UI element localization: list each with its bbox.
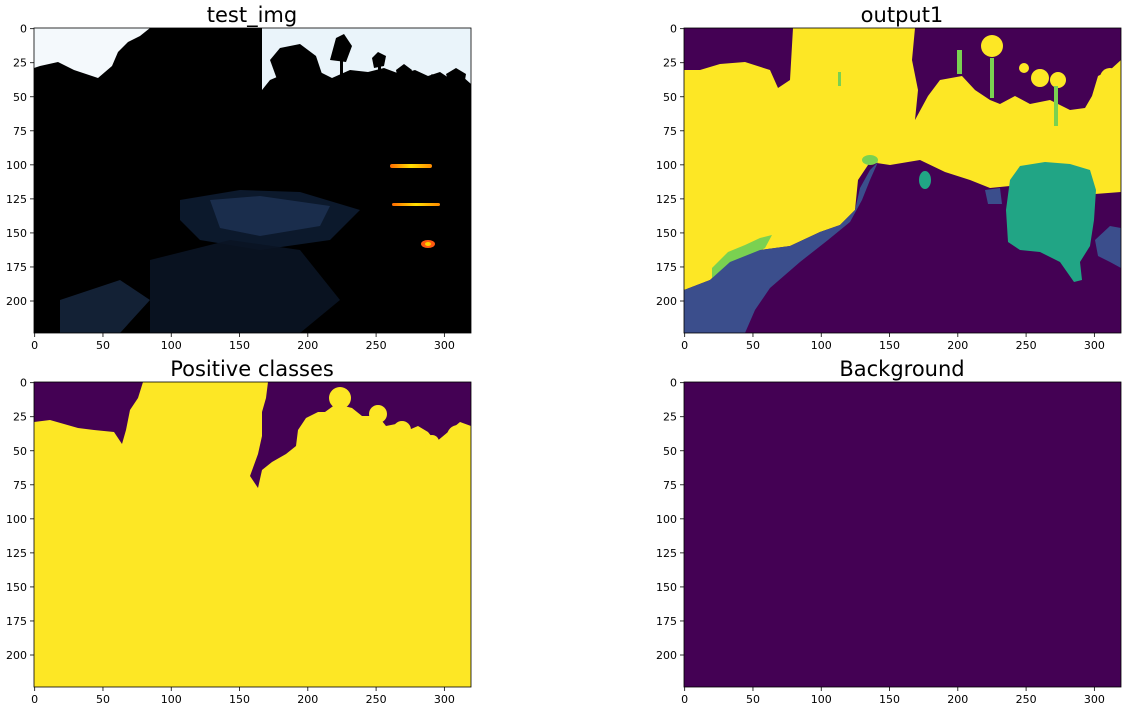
x-tick-label: 50: [96, 339, 110, 352]
panel-title: Positive classes: [170, 357, 334, 381]
y-tick-label: 25: [13, 411, 27, 424]
y-tick-label: 75: [663, 125, 677, 138]
x-tick-label: 250: [366, 339, 387, 352]
y-tick-label: 25: [663, 57, 677, 70]
y-tick-label: 75: [13, 479, 27, 492]
y-tick-label: 50: [13, 445, 27, 458]
y-tick-label: 0: [20, 23, 27, 36]
x-tick-label: 200: [947, 693, 968, 706]
axes-ticks: 0 50 100 150 200 250 300 0 25 50 75 100 125 150 175 200: [6, 377, 455, 706]
x-tick-label: 150: [229, 693, 250, 706]
panel-title: Background: [839, 357, 964, 381]
x-tick-label: 50: [746, 693, 760, 706]
panel-test-img: test_img: [6, 3, 472, 352]
x-tick-label: 0: [31, 693, 38, 706]
y-tick-label: 0: [20, 377, 27, 390]
y-tick-label: 125: [6, 193, 27, 206]
x-tick-label: 300: [434, 339, 455, 352]
y-tick-label: 75: [13, 125, 27, 138]
x-tick-label: 0: [681, 693, 688, 706]
y-tick-label: 25: [13, 57, 27, 70]
y-tick-label: 150: [656, 581, 677, 594]
y-tick-label: 175: [6, 261, 27, 274]
y-tick-label: 200: [656, 295, 677, 308]
x-tick-label: 300: [1084, 693, 1105, 706]
x-tick-label: 300: [1084, 339, 1105, 352]
x-tick-label: 150: [879, 339, 900, 352]
y-tick-label: 0: [670, 377, 677, 390]
panel-positive-classes: Positive classes 0 50 100 150 200 250 300 0 25 50…: [6, 357, 472, 706]
axes-ticks: 0 50 100 150 200 250 300 0 25 50 75 100 125 150 175 200: [656, 377, 1105, 706]
y-tick-label: 100: [6, 159, 27, 172]
x-tick-label: 50: [96, 693, 110, 706]
x-tick-label: 100: [161, 339, 182, 352]
image-test-img: [34, 28, 471, 333]
y-tick-label: 150: [6, 227, 27, 240]
image-positive-classes: [34, 382, 471, 687]
image-output1: [684, 28, 1121, 333]
y-tick-label: 175: [656, 261, 677, 274]
panel-title: output1: [861, 3, 944, 27]
y-tick-label: 100: [656, 159, 677, 172]
y-tick-label: 75: [663, 479, 677, 492]
x-tick-label: 0: [681, 339, 688, 352]
y-tick-label: 125: [656, 547, 677, 560]
axes-ticks: 0 50 100 150 200 250 300 0 25 50 75 100 125 150 175 200: [656, 23, 1105, 352]
x-tick-label: 150: [229, 339, 250, 352]
image-background: [684, 382, 1121, 687]
y-tick-label: 175: [6, 615, 27, 628]
y-tick-label: 125: [656, 193, 677, 206]
y-tick-label: 150: [6, 581, 27, 594]
y-tick-label: 50: [663, 445, 677, 458]
y-tick-label: 25: [663, 411, 677, 424]
x-tick-label: 200: [297, 339, 318, 352]
x-tick-label: 250: [1016, 693, 1037, 706]
panel-background: Background 0 50 100 150 200 250 300 0 25 50 75 100 1…: [656, 357, 1122, 706]
x-tick-label: 0: [31, 339, 38, 352]
y-tick-label: 100: [6, 513, 27, 526]
y-tick-label: 50: [663, 91, 677, 104]
x-tick-label: 100: [161, 693, 182, 706]
y-tick-label: 125: [6, 547, 27, 560]
x-tick-label: 250: [1016, 339, 1037, 352]
x-tick-label: 200: [947, 339, 968, 352]
y-tick-label: 200: [6, 649, 27, 662]
y-tick-label: 200: [656, 649, 677, 662]
y-tick-label: 175: [656, 615, 677, 628]
y-tick-label: 0: [670, 23, 677, 36]
x-tick-label: 300: [434, 693, 455, 706]
x-tick-label: 150: [879, 693, 900, 706]
axes-ticks: 0 50 100 150 200 250 300 0 25 50 75 100 125 150 175 200: [6, 23, 455, 352]
x-tick-label: 250: [366, 693, 387, 706]
x-tick-label: 50: [746, 339, 760, 352]
y-tick-label: 100: [656, 513, 677, 526]
x-tick-label: 100: [811, 339, 832, 352]
x-tick-label: 100: [811, 693, 832, 706]
y-tick-label: 200: [6, 295, 27, 308]
x-tick-label: 200: [297, 693, 318, 706]
panel-output1: output1 0 50 100 150 200: [656, 3, 1122, 352]
y-tick-label: 50: [13, 91, 27, 104]
y-tick-label: 150: [656, 227, 677, 240]
panel-title: test_img: [207, 3, 297, 28]
